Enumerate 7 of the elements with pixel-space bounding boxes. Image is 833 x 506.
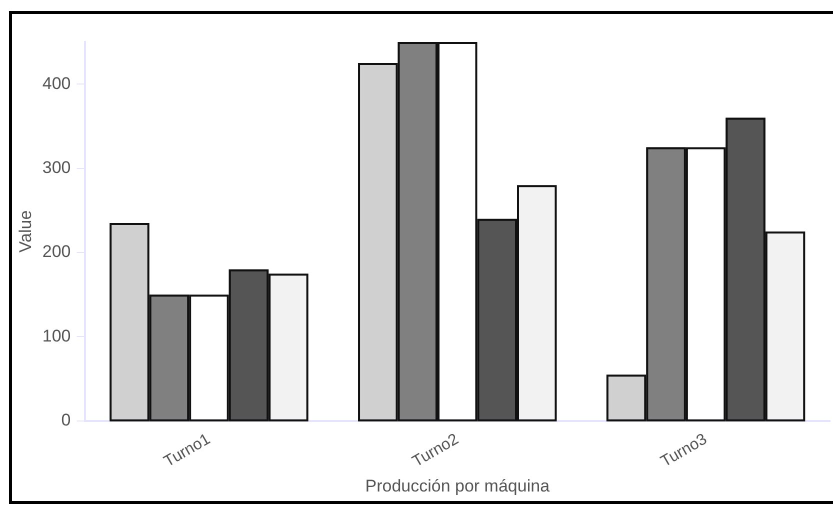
y-tick-label: 200 <box>42 242 71 262</box>
y-tick-label: 0 <box>61 410 71 430</box>
y-tick-label: 300 <box>42 158 71 177</box>
y-tick-label: 100 <box>42 326 71 346</box>
y-tick-label: 400 <box>42 74 71 93</box>
x-axis-title: Producción por máquina <box>365 476 550 496</box>
y-axis-title: Value <box>16 210 35 253</box>
